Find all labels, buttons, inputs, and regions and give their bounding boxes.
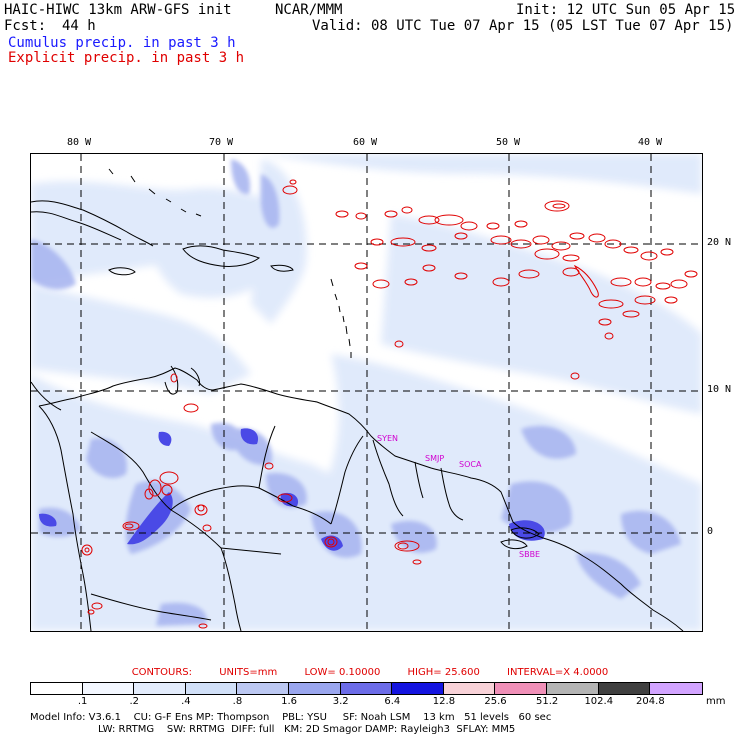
- contours-low: LOW= 0.10000: [304, 667, 381, 678]
- valid-time: Valid: 08 UTC Tue 07 Apr 15 (05 LST Tue …: [312, 18, 734, 34]
- color-scale-cell: [289, 683, 341, 694]
- color-scale-cell: [340, 683, 393, 694]
- lon-label-70w: 70 W: [209, 137, 234, 148]
- color-scale-tick-label: 204.8: [636, 696, 665, 707]
- color-scale-cell: [31, 683, 83, 694]
- contours-units: UNITS=mm: [219, 667, 278, 678]
- color-scale-tick-label: 51.2: [536, 696, 559, 707]
- color-scale-tick-label: .8: [232, 696, 243, 707]
- color-scale-unit: mm: [706, 696, 726, 707]
- color-scale-cell: [547, 683, 599, 694]
- station-syen: SYEN: [377, 434, 399, 443]
- field-cumulus-label: Cumulus precip. in past 3 h: [8, 35, 236, 51]
- org-label: NCAR/MMM: [275, 2, 343, 18]
- lat-label-20n: 20 N: [707, 237, 732, 248]
- lon-label-80w: 80 W: [67, 137, 92, 148]
- model-info-line2: LW: RRTMG SW: RRTMG DIFF: full KM: 2D Sm…: [98, 724, 516, 735]
- graticule: [31, 154, 702, 631]
- lat-label-10n: 10 N: [707, 384, 732, 395]
- color-scale-tick-label: 6.4: [384, 696, 401, 707]
- lon-label-40w: 40 W: [638, 137, 663, 148]
- color-scale-cell: [392, 683, 444, 694]
- model-title: HAIC-HIWC 13km ARW-GFS init: [4, 2, 232, 18]
- lon-label-50w: 50 W: [496, 137, 521, 148]
- fcst-value: 44 h: [62, 18, 96, 34]
- color-scale-cell: [495, 683, 548, 694]
- contours-interval: INTERVAL=X 4.0000: [507, 667, 609, 678]
- color-scale-tick-label: 12.8: [432, 696, 456, 707]
- color-scale-cell: [134, 683, 186, 694]
- color-scale-cell: [185, 683, 238, 694]
- color-scale-tick-label: 102.4: [584, 696, 614, 707]
- lat-label-0: 0: [707, 526, 714, 537]
- color-scale-tick-label: 3.2: [332, 696, 349, 707]
- map-canvas: [31, 154, 702, 631]
- color-scale-tick-label: .2: [129, 696, 139, 707]
- field-explicit-label: Explicit precip. in past 3 h: [8, 50, 245, 66]
- color-scale-tick-label: .1: [77, 696, 88, 707]
- cumulus-precip-heavy: [39, 428, 545, 551]
- coastlines: [31, 168, 684, 631]
- color-scale-cell: [598, 683, 651, 694]
- color-scale-tick-label: 1.6: [281, 696, 298, 707]
- station-smjp: SMJP: [425, 454, 445, 463]
- color-scale-cell: [650, 683, 702, 694]
- fcst-label: Fcst:: [4, 18, 47, 34]
- station-sbbe: SBBE: [519, 550, 541, 559]
- color-scale-tick-label: .4: [181, 696, 191, 707]
- model-info-line1: Model Info: V3.6.1 CU: G-F Ens MP: Thomp…: [30, 712, 552, 723]
- color-scale-cell: [82, 683, 135, 694]
- init-time: Init: 12 UTC Sun 05 Apr 15: [516, 2, 736, 18]
- precip-map: SYEN SMJP SOCA SBBE: [30, 153, 703, 632]
- station-soca: SOCA: [459, 460, 482, 469]
- explicit-precip-contours: [81, 179, 698, 629]
- contours-label: CONTOURS:: [131, 667, 192, 678]
- contours-info: CONTOURS: UNITS=mm LOW= 0.10000 HIGH= 25…: [0, 667, 740, 678]
- lon-label-60w: 60 W: [353, 137, 378, 148]
- color-scale-tick-label: 25.6: [484, 696, 507, 707]
- color-scale-bar: [30, 682, 703, 695]
- color-scale-cell: [237, 683, 290, 694]
- color-scale-cell: [443, 683, 496, 694]
- contours-high: HIGH= 25.600: [407, 667, 480, 678]
